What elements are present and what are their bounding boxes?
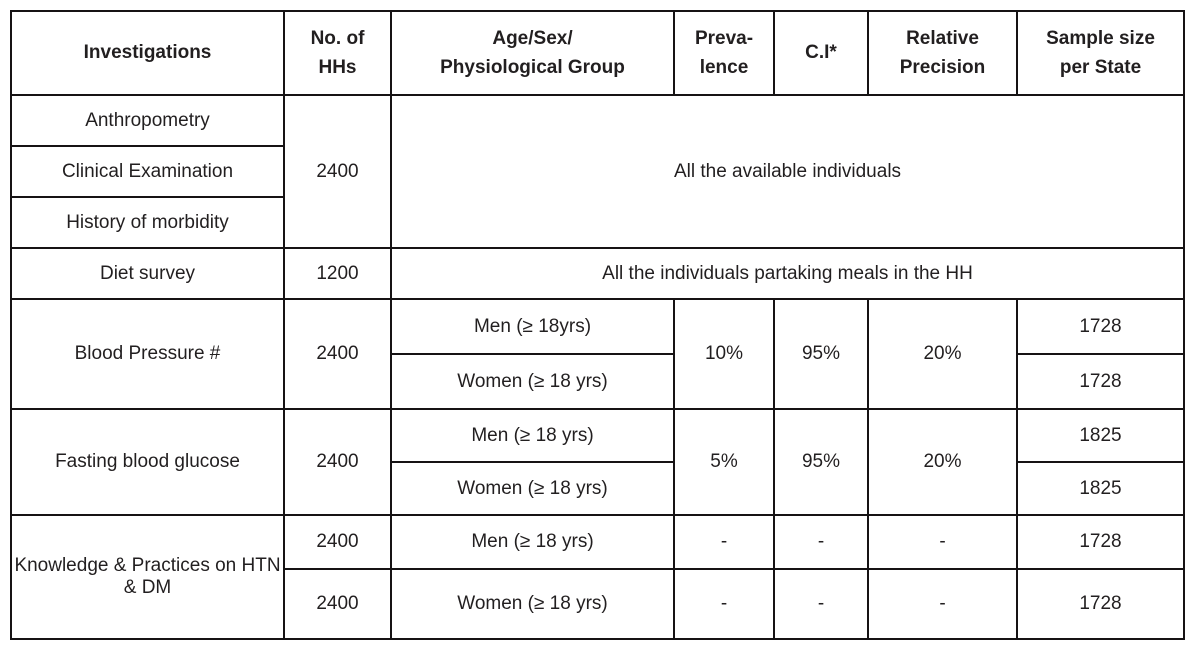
header-no-of-hhs: No. of HHs <box>283 10 392 96</box>
sampling-plan-table: Investigations No. of HHs Age/Sex/ Physi… <box>10 10 1185 640</box>
cell-kp-sample-women: 1728 <box>1016 568 1185 640</box>
cell-anthro-group: All the available individuals <box>390 94 1185 249</box>
cell-blood-pressure: Blood Pressure # <box>10 298 285 410</box>
cell-kp-sample-men: 1728 <box>1016 514 1185 570</box>
cell-fbg-men: Men (≥ 18 yrs) <box>390 408 675 463</box>
cell-bp-women: Women (≥ 18 yrs) <box>390 353 675 410</box>
cell-bp-sample-men: 1728 <box>1016 298 1185 355</box>
cell-knowledge-practices: Knowledge & Practices on HTN & DM <box>10 514 285 640</box>
cell-kp-prevalence-men: - <box>673 514 775 570</box>
cell-fbg-relative-precision: 20% <box>867 408 1018 516</box>
cell-kp-men: Men (≥ 18 yrs) <box>390 514 675 570</box>
cell-fbg-sample-men: 1825 <box>1016 408 1185 463</box>
cell-kp-women: Women (≥ 18 yrs) <box>390 568 675 640</box>
cell-kp-hhs-women: 2400 <box>283 568 392 640</box>
cell-fbg-prevalence: 5% <box>673 408 775 516</box>
cell-diet-group: All the individuals partaking meals in t… <box>390 247 1185 300</box>
cell-bp-prevalence: 10% <box>673 298 775 410</box>
cell-bp-relative-precision: 20% <box>867 298 1018 410</box>
cell-kp-hhs-men: 2400 <box>283 514 392 570</box>
cell-kp-prevalence-women: - <box>673 568 775 640</box>
header-prevalence: Preva- lence <box>673 10 775 96</box>
cell-kp-relative-precision-men: - <box>867 514 1018 570</box>
header-ci: C.I* <box>773 10 869 96</box>
cell-fbg-women: Women (≥ 18 yrs) <box>390 461 675 516</box>
header-relative-precision: Relative Precision <box>867 10 1018 96</box>
header-sample-size: Sample size per State <box>1016 10 1185 96</box>
cell-kp-ci-women: - <box>773 568 869 640</box>
cell-fasting-glucose: Fasting blood glucose <box>10 408 285 516</box>
cell-clinical-examination: Clinical Examination <box>10 145 285 198</box>
cell-bp-ci: 95% <box>773 298 869 410</box>
cell-anthro-hhs: 2400 <box>283 94 392 249</box>
cell-bp-sample-women: 1728 <box>1016 353 1185 410</box>
cell-bp-men: Men (≥ 18yrs) <box>390 298 675 355</box>
cell-diet-survey: Diet survey <box>10 247 285 300</box>
cell-anthropometry: Anthropometry <box>10 94 285 147</box>
header-age-sex-group: Age/Sex/ Physiological Group <box>390 10 675 96</box>
cell-kp-ci-men: - <box>773 514 869 570</box>
cell-kp-relative-precision-women: - <box>867 568 1018 640</box>
cell-fbg-hhs: 2400 <box>283 408 392 516</box>
cell-fbg-sample-women: 1825 <box>1016 461 1185 516</box>
header-investigations: Investigations <box>10 10 285 96</box>
cell-fbg-ci: 95% <box>773 408 869 516</box>
cell-diet-hhs: 1200 <box>283 247 392 300</box>
cell-bp-hhs: 2400 <box>283 298 392 410</box>
cell-history-morbidity: History of morbidity <box>10 196 285 249</box>
